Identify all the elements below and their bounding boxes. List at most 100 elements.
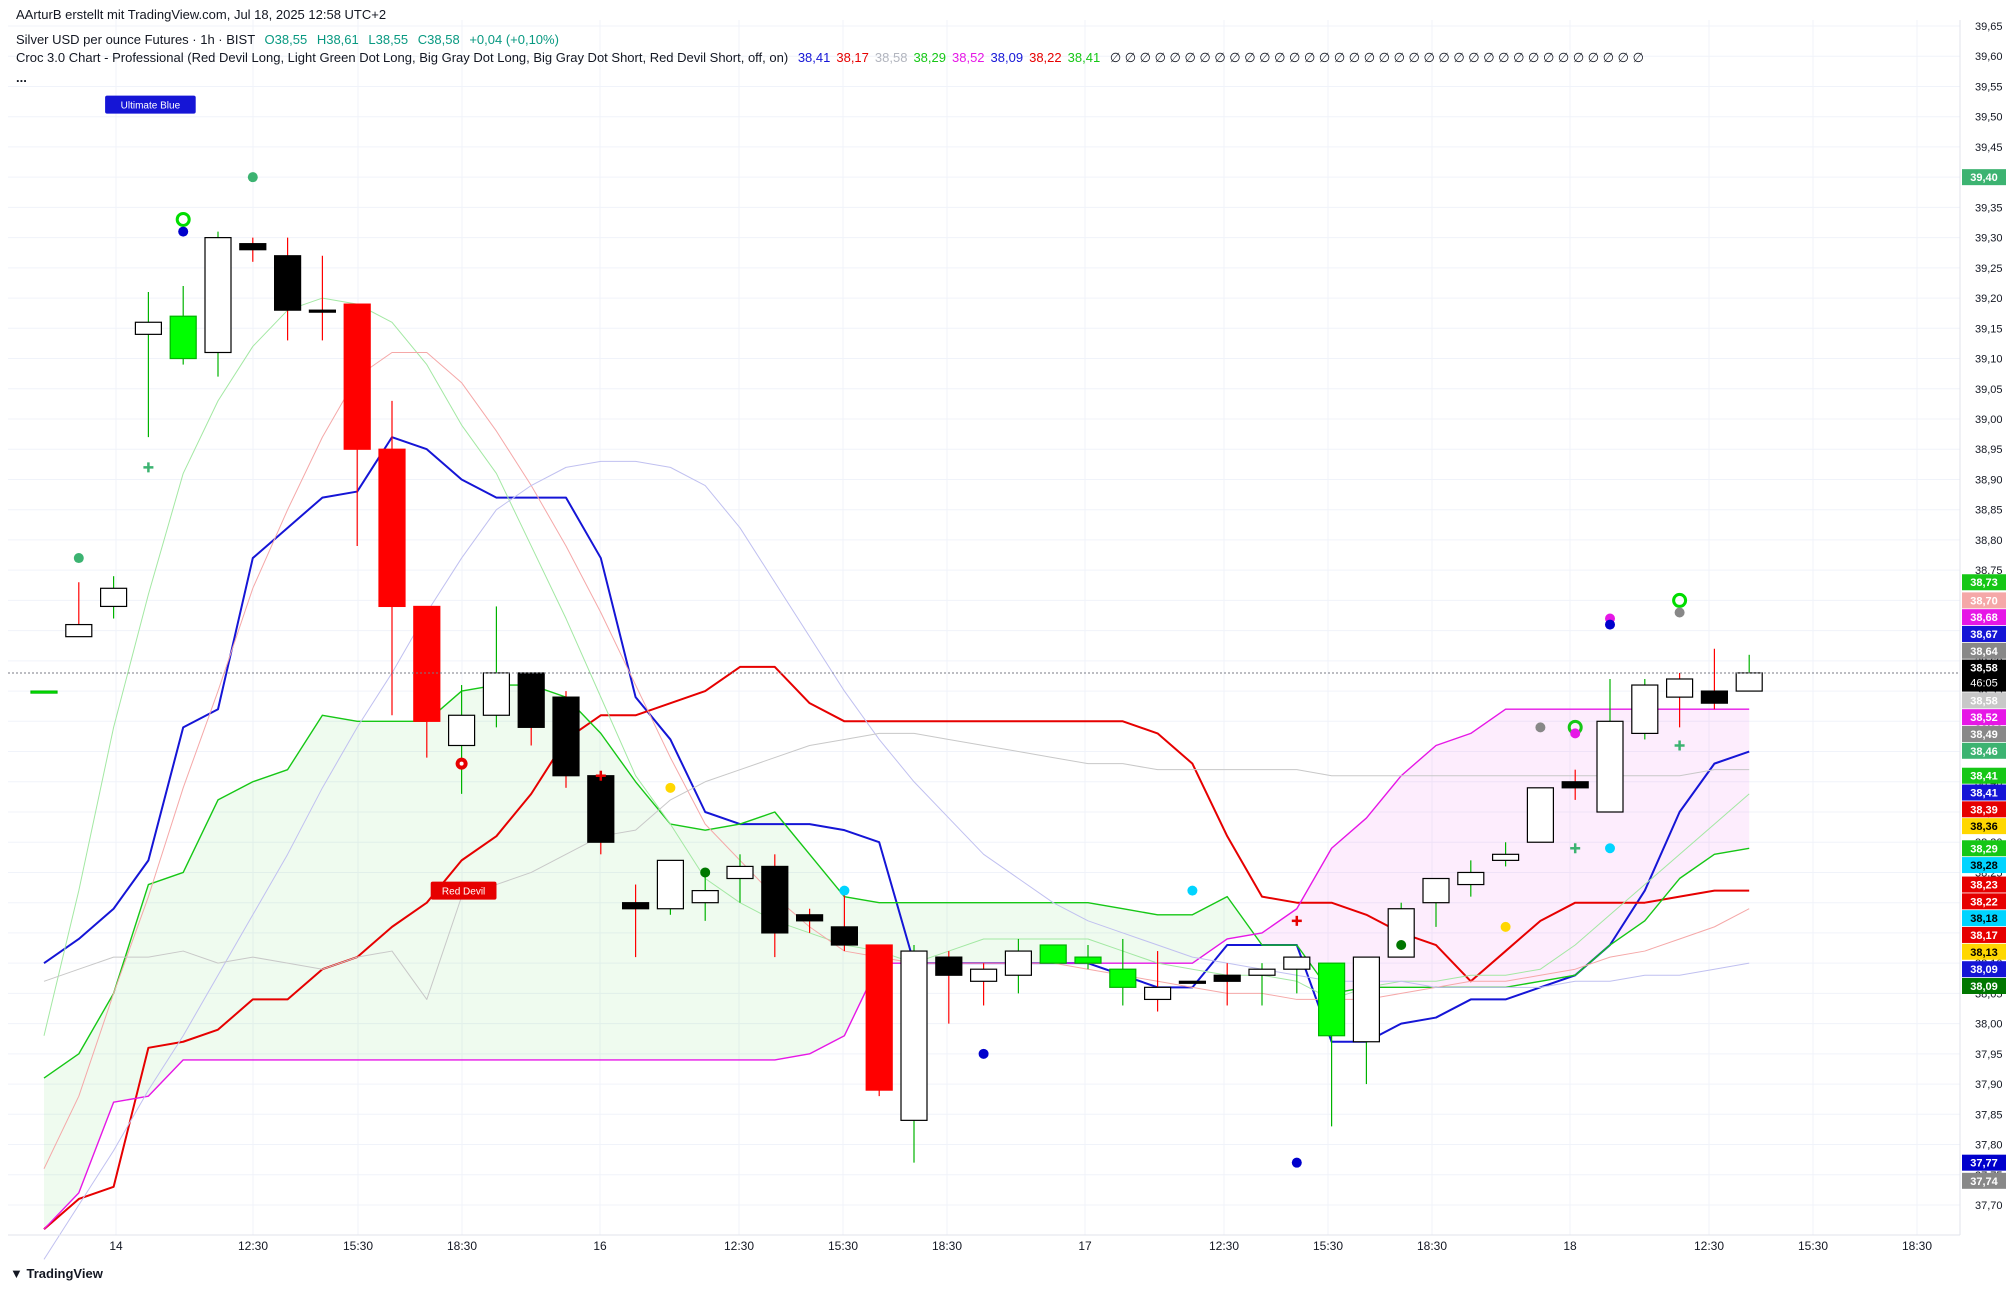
zero-series: ∅ ∅ ∅ ∅ ∅ ∅ ∅ ∅ ∅ ∅ ∅ ∅ ∅ ∅ ∅ ∅ ∅ ∅ ∅ ∅ … [1109, 50, 1644, 65]
indicator-value-3: 38,29 [913, 50, 946, 65]
candle-body [761, 865, 789, 934]
time-axis[interactable]: 14 12:30 15:30 18:30 16 12:30 15:30 18:30 17 12:3… [8, 1234, 1960, 1253]
price-tag: 38,67 [1962, 625, 2006, 642]
candle [1283, 956, 1311, 994]
price-tag-text: 38,09 [1970, 964, 1998, 976]
candle-body [1665, 678, 1694, 698]
candle [1596, 678, 1624, 813]
candle [1561, 769, 1589, 800]
indicator-value-0: 38,41 [797, 50, 831, 65]
candle [935, 951, 963, 1024]
legend-more[interactable]: ... [16, 70, 27, 85]
candle-body [1317, 962, 1346, 1037]
price-tag: 38,52 [1962, 709, 2006, 726]
candle [1422, 877, 1450, 927]
candle [1526, 787, 1555, 843]
price-tag-text: 38,68 [1970, 612, 1998, 624]
signal-dot [73, 553, 84, 564]
price-tag: 37,77 [1962, 1154, 2006, 1171]
candle-body [1213, 974, 1241, 982]
price-tag-text: 38,73 [1970, 577, 1998, 589]
y-tick-label: 39,00 [1975, 414, 2003, 426]
price-tag-bg [1962, 169, 2006, 186]
candle-body [343, 303, 371, 450]
x-tick-label: 12:30 [238, 1239, 268, 1253]
price-tag: 38,64 [1962, 642, 2006, 659]
candle-body [1004, 950, 1033, 976]
ohlc-open: O38,55 [264, 32, 308, 47]
price-tag-bg [1962, 742, 2006, 759]
x-tick-label: 18:30 [932, 1239, 962, 1253]
y-tick-label: 37,90 [1975, 1079, 2003, 1091]
candle [239, 237, 267, 262]
candle-body [1561, 781, 1589, 789]
candle [552, 691, 580, 788]
y-tick-label: 38,80 [1975, 535, 2003, 547]
price-tag: 38,22 [1962, 893, 2006, 910]
candle [1631, 678, 1659, 740]
candle-body [795, 914, 824, 922]
candle [274, 237, 302, 341]
candle-body [1596, 720, 1624, 813]
y-tick-label: 37,85 [1975, 1109, 2003, 1121]
candle-body [621, 902, 650, 910]
candle [691, 872, 719, 921]
price-tag-bg [1962, 893, 2006, 910]
candle-body [1248, 968, 1276, 976]
candle-body [935, 956, 963, 976]
candle-body [1526, 787, 1555, 843]
x-tick-label: 18:30 [447, 1239, 477, 1253]
price-tag-bg [1962, 943, 2006, 960]
price-tag: 38,41 [1962, 767, 2006, 784]
price-tag-bg [1962, 574, 2006, 591]
ohlc-low: L38,55 [368, 32, 409, 47]
signal-label[interactable]: Red Devil [430, 881, 497, 900]
candle [761, 854, 789, 958]
x-tick-label: 15:30 [1313, 1239, 1343, 1253]
y-tick-label: 39,05 [1975, 384, 2003, 396]
candle-body [482, 672, 510, 716]
candle [204, 231, 232, 377]
tradingview-logo[interactable]: ▼ TradingView [10, 1266, 103, 1281]
symbol-title[interactable]: Silver USD per ounce Futures · 1h · BIST [16, 32, 255, 47]
signal-dot [1605, 843, 1615, 854]
candle [587, 775, 615, 855]
price-tag-text: 38,49 [1970, 729, 1998, 741]
signal-markers [73, 172, 1688, 1168]
price-tag-text: 38,39 [1970, 804, 1998, 816]
price-tag-bg [1962, 625, 2006, 642]
candle-body [900, 950, 928, 1121]
price-tag-text: 38,17 [1970, 930, 1998, 942]
signal-dot [1187, 885, 1198, 896]
candle [1665, 672, 1694, 728]
indicator-title[interactable]: Croc 3.0 Chart - Professional (Red Devil… [16, 50, 789, 65]
candle-body [691, 889, 719, 904]
y-tick-label: 39,65 [1975, 21, 2003, 33]
candle [1317, 962, 1346, 1127]
price-tag-text: 38,09 [1970, 981, 1998, 993]
y-tick-label: 38,85 [1975, 505, 2003, 517]
price-tag: 39,40 [1962, 169, 2006, 186]
candle [621, 884, 650, 958]
price-tag-bg [1962, 818, 2006, 835]
price-tag-bg [1962, 910, 2006, 927]
price-tag-bg [1962, 876, 2006, 893]
candle [134, 292, 162, 438]
candle [1457, 860, 1485, 897]
candle-body [1283, 956, 1311, 970]
candle-body [1143, 986, 1172, 1001]
signal-dot [978, 1048, 989, 1059]
indicator-value-7: 38,41 [1067, 50, 1101, 65]
price-tag-text: 38,22 [1970, 896, 1998, 908]
y-tick-label: 39,60 [1975, 51, 2003, 63]
candle-body [30, 690, 58, 694]
candle [413, 605, 441, 758]
price-tag-bg [1962, 840, 2006, 857]
price-tag-text: 38,18 [1970, 913, 1998, 925]
signal-label[interactable]: Ultimate Blue [105, 95, 196, 114]
x-tick-label: 15:30 [343, 1239, 373, 1253]
candle [1109, 938, 1137, 1006]
price-tag-bg [1962, 961, 2006, 978]
